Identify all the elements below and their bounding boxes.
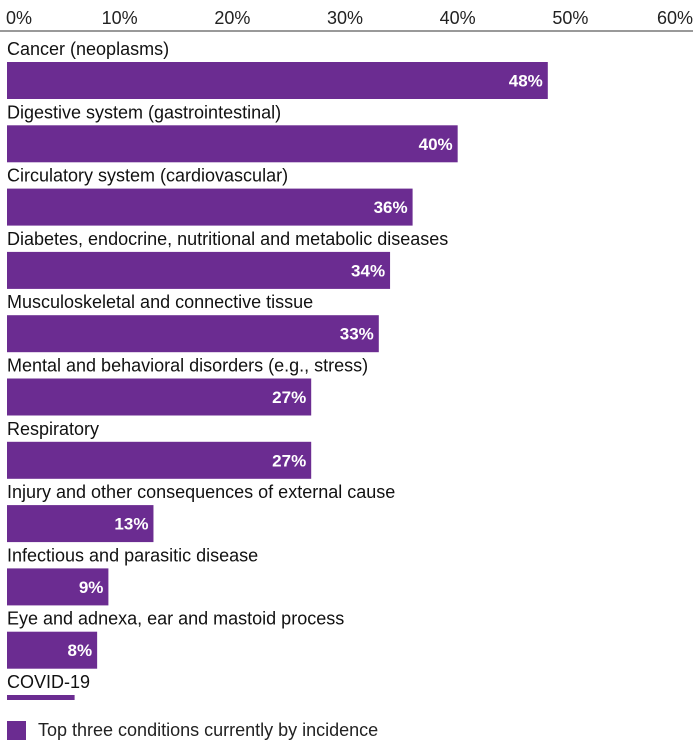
legend-label: Top three conditions currently by incide…	[38, 719, 379, 740]
x-tick-label-10: 10%	[102, 8, 138, 28]
bar	[7, 631, 98, 669]
legend-swatch	[7, 720, 26, 740]
category-label: Diabetes, endocrine, nutritional and met…	[7, 229, 448, 249]
bar	[7, 188, 413, 226]
bar	[7, 568, 109, 606]
bar-value-label: 8%	[68, 641, 93, 660]
x-tick-label-60: 60%	[657, 8, 693, 28]
category-label: Circulatory system (cardiovascular)	[7, 166, 288, 186]
bar-value-label: 27%	[272, 388, 306, 407]
category-label: Injury and other consequences of externa…	[7, 482, 395, 502]
bar-value-label: 33%	[340, 325, 374, 344]
bar	[7, 441, 312, 479]
chart: 0% 10% 20% 30% 40% 50% 60% Cancer (neoplasms) 48…	[0, 8, 693, 700]
bar	[7, 62, 548, 99]
bar-value-label: 36%	[374, 198, 408, 217]
category-label: Cancer (neoplasms)	[7, 39, 169, 59]
x-tick-label-0: 0%	[6, 8, 32, 28]
legend: Top three conditions currently by incide…	[7, 718, 378, 742]
bar-value-label: 34%	[351, 261, 385, 280]
category-label: Mental and behavioral disorders (e.g., s…	[7, 356, 368, 376]
category-label: Digestive system (gastrointestinal)	[7, 102, 281, 122]
category-label: Infectious and parasitic disease	[7, 545, 258, 565]
bar-chart-svg: 0% 10% 20% 30% 40% 50% 60% Cancer (neoplasms) 48…	[0, 8, 693, 700]
x-tick-label-50: 50%	[552, 8, 588, 28]
bar	[7, 378, 312, 416]
x-tick-label-40: 40%	[440, 8, 476, 28]
bar	[7, 315, 379, 353]
bar	[7, 251, 391, 289]
bar	[7, 695, 75, 700]
bar-value-label: 40%	[419, 135, 453, 154]
bar-value-label: 48%	[509, 72, 543, 91]
bar-value-label: 27%	[272, 451, 306, 470]
bar-value-label: 9%	[79, 578, 104, 597]
bar	[7, 505, 154, 543]
category-label: Eye and adnexa, ear and mastoid process	[7, 609, 344, 629]
category-label: COVID-19	[7, 672, 90, 692]
x-tick-label-20: 20%	[214, 8, 250, 28]
category-label: Musculoskeletal and connective tissue	[7, 292, 313, 312]
x-tick-label-30: 30%	[327, 8, 363, 28]
category-label: Respiratory	[7, 419, 99, 439]
bar-value-label: 13%	[114, 515, 148, 534]
bar	[7, 125, 458, 163]
